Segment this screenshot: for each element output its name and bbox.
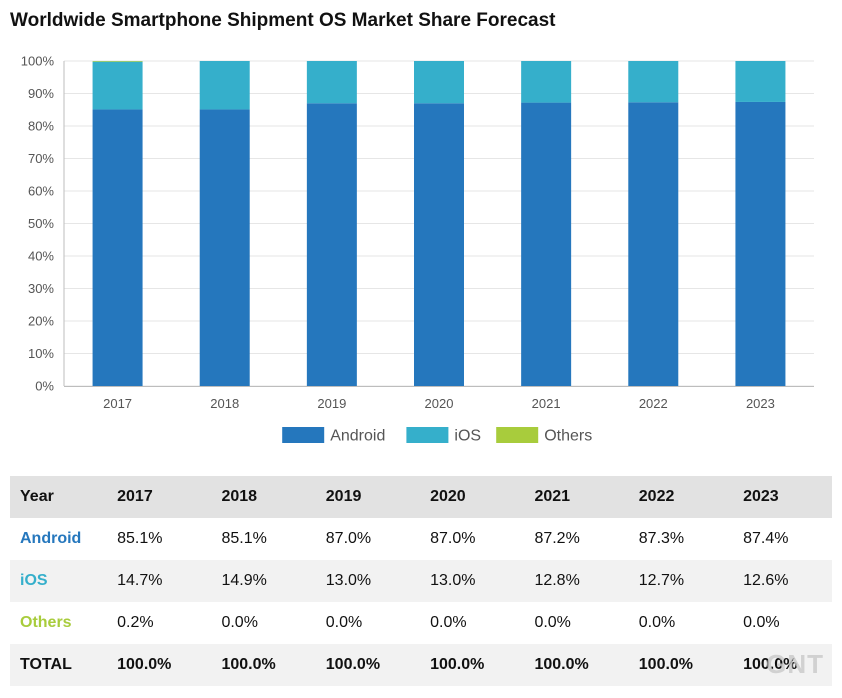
- y-tick-label: 10%: [28, 346, 54, 361]
- table-row: iOS 14.7% 14.9% 13.0% 13.0% 12.8% 12.7% 12.6%: [10, 560, 832, 602]
- x-tick-label: 2022: [639, 396, 668, 411]
- stacked-bar-chart: 0% 10% 20% 30% 40% 50% 60% 70% 80% 90% 100% 2017 201…: [21, 54, 814, 445]
- table-cell: 12.7%: [628, 560, 734, 602]
- row-label: TOTAL: [10, 644, 108, 686]
- y-tick-label: 60%: [28, 184, 54, 199]
- row-label: iOS: [10, 560, 108, 602]
- table-row: TOTAL 100.0% 100.0% 100.0% 100.0% 100.0% 100.0…: [10, 644, 832, 686]
- table-cell: 100.0%: [628, 644, 734, 686]
- table-cell: 85.1%: [117, 530, 163, 547]
- table-cell: 0.0%: [221, 614, 258, 631]
- y-tick-label: 100%: [21, 54, 55, 69]
- table-cell: 14.9%: [211, 560, 316, 602]
- bar-ios-2021: [521, 61, 572, 103]
- bar-android-2017: [92, 109, 143, 387]
- bar-ios-2020: [414, 61, 464, 104]
- bars: [92, 61, 786, 387]
- table-header-cell: 2019: [315, 476, 421, 518]
- table-cell: 13.0%: [315, 560, 421, 602]
- y-tick-label: 50%: [28, 216, 54, 231]
- axes: 0% 10% 20% 30% 40% 50% 60% 70% 80% 90% 100% 2017 201…: [21, 54, 814, 411]
- bar-ios-2022: [628, 61, 679, 103]
- table-header-row: Year 2017 2018 2019 2020 2021 2022 2023: [10, 476, 832, 518]
- table-cell: 0.0%: [638, 614, 676, 631]
- y-tick-label: 80%: [28, 119, 54, 134]
- legend-label-android: Android: [330, 428, 385, 445]
- legend-swatch-ios: [406, 427, 449, 443]
- row-label: Android: [20, 530, 82, 547]
- bar-ios-2023: [735, 61, 786, 102]
- legend-swatch-others: [496, 427, 539, 443]
- bar-android-2020: [414, 103, 464, 386]
- legend: Android iOS Others: [282, 427, 592, 445]
- legend-label-others: Others: [544, 428, 592, 445]
- x-tick-label: 2021: [532, 396, 561, 411]
- chart-title: Worldwide Smartphone Shipment OS Market …: [10, 10, 556, 31]
- table-cell: 0.2%: [117, 614, 154, 631]
- table-cell: 87.0%: [430, 530, 476, 547]
- table-cell: 100.0%: [420, 644, 525, 686]
- table-cell: 12.6%: [733, 560, 832, 602]
- bar-android-2018: [199, 109, 250, 387]
- table-cell: 87.2%: [534, 530, 580, 547]
- x-tick-label: 2019: [317, 396, 346, 411]
- x-tick-label: 2017: [103, 396, 132, 411]
- table-header-cell: 2022: [628, 476, 734, 518]
- table-cell: 100.0%: [733, 644, 832, 686]
- x-tick-label: 2018: [210, 396, 239, 411]
- table-cell: 100.0%: [211, 644, 316, 686]
- table-header-cell: 2017: [107, 476, 212, 518]
- table-header-cell: 2018: [211, 476, 316, 518]
- bar-ios-2017: [92, 61, 143, 110]
- table-cell: 14.7%: [107, 560, 212, 602]
- y-tick-label: 90%: [28, 86, 54, 101]
- data-table: Year 2017 2018 2019 2020 2021 2022 2023 Android 8…: [10, 476, 832, 686]
- table-cell: 85.1%: [221, 530, 267, 547]
- table-header-cell: Year: [10, 476, 108, 518]
- bar-ios-2019: [306, 61, 357, 104]
- y-tick-label: 40%: [28, 249, 54, 264]
- table-header-cell: 2021: [524, 476, 629, 518]
- table-header-cell: 2023: [733, 476, 832, 518]
- table-cell: 0.0%: [325, 614, 363, 631]
- table-cell: 0.0%: [534, 614, 571, 631]
- y-tick-label: 70%: [28, 151, 54, 166]
- table-cell: 87.4%: [743, 530, 789, 547]
- table-cell: 100.0%: [107, 644, 212, 686]
- table-header-cell: 2020: [420, 476, 525, 518]
- x-tick-label: 2023: [746, 396, 775, 411]
- bar-android-2023: [735, 101, 786, 386]
- table-cell: 100.0%: [315, 644, 421, 686]
- bar-ios-2018: [199, 61, 250, 110]
- table-cell: 0.0%: [743, 614, 780, 631]
- y-tick-label: 0%: [35, 379, 54, 394]
- bar-android-2021: [521, 102, 572, 386]
- table-cell: 12.8%: [524, 560, 629, 602]
- legend-label-ios: iOS: [454, 428, 481, 445]
- bar-android-2022: [628, 102, 679, 387]
- x-tick-label: 2020: [425, 396, 454, 411]
- table-cell: 0.0%: [430, 614, 467, 631]
- row-label: Others: [20, 614, 72, 631]
- y-tick-label: 20%: [28, 314, 54, 329]
- watermark-logo: GNT: [766, 649, 824, 679]
- table-cell: 100.0%: [524, 644, 629, 686]
- table-cell: 87.3%: [638, 530, 685, 547]
- table-cell: 87.0%: [325, 530, 372, 547]
- legend-swatch-android: [282, 427, 325, 443]
- bar-android-2019: [306, 103, 357, 386]
- table-cell: 13.0%: [420, 560, 525, 602]
- table-row: Android 85.1% 85.1% 87.0% 87.0% 87.2% 87.3% 87.…: [10, 518, 832, 560]
- y-tick-label: 30%: [28, 281, 54, 296]
- table-row: Others 0.2% 0.0% 0.0% 0.0% 0.0% 0.0% 0.0%: [10, 602, 832, 644]
- bar-others-2017: [92, 61, 143, 62]
